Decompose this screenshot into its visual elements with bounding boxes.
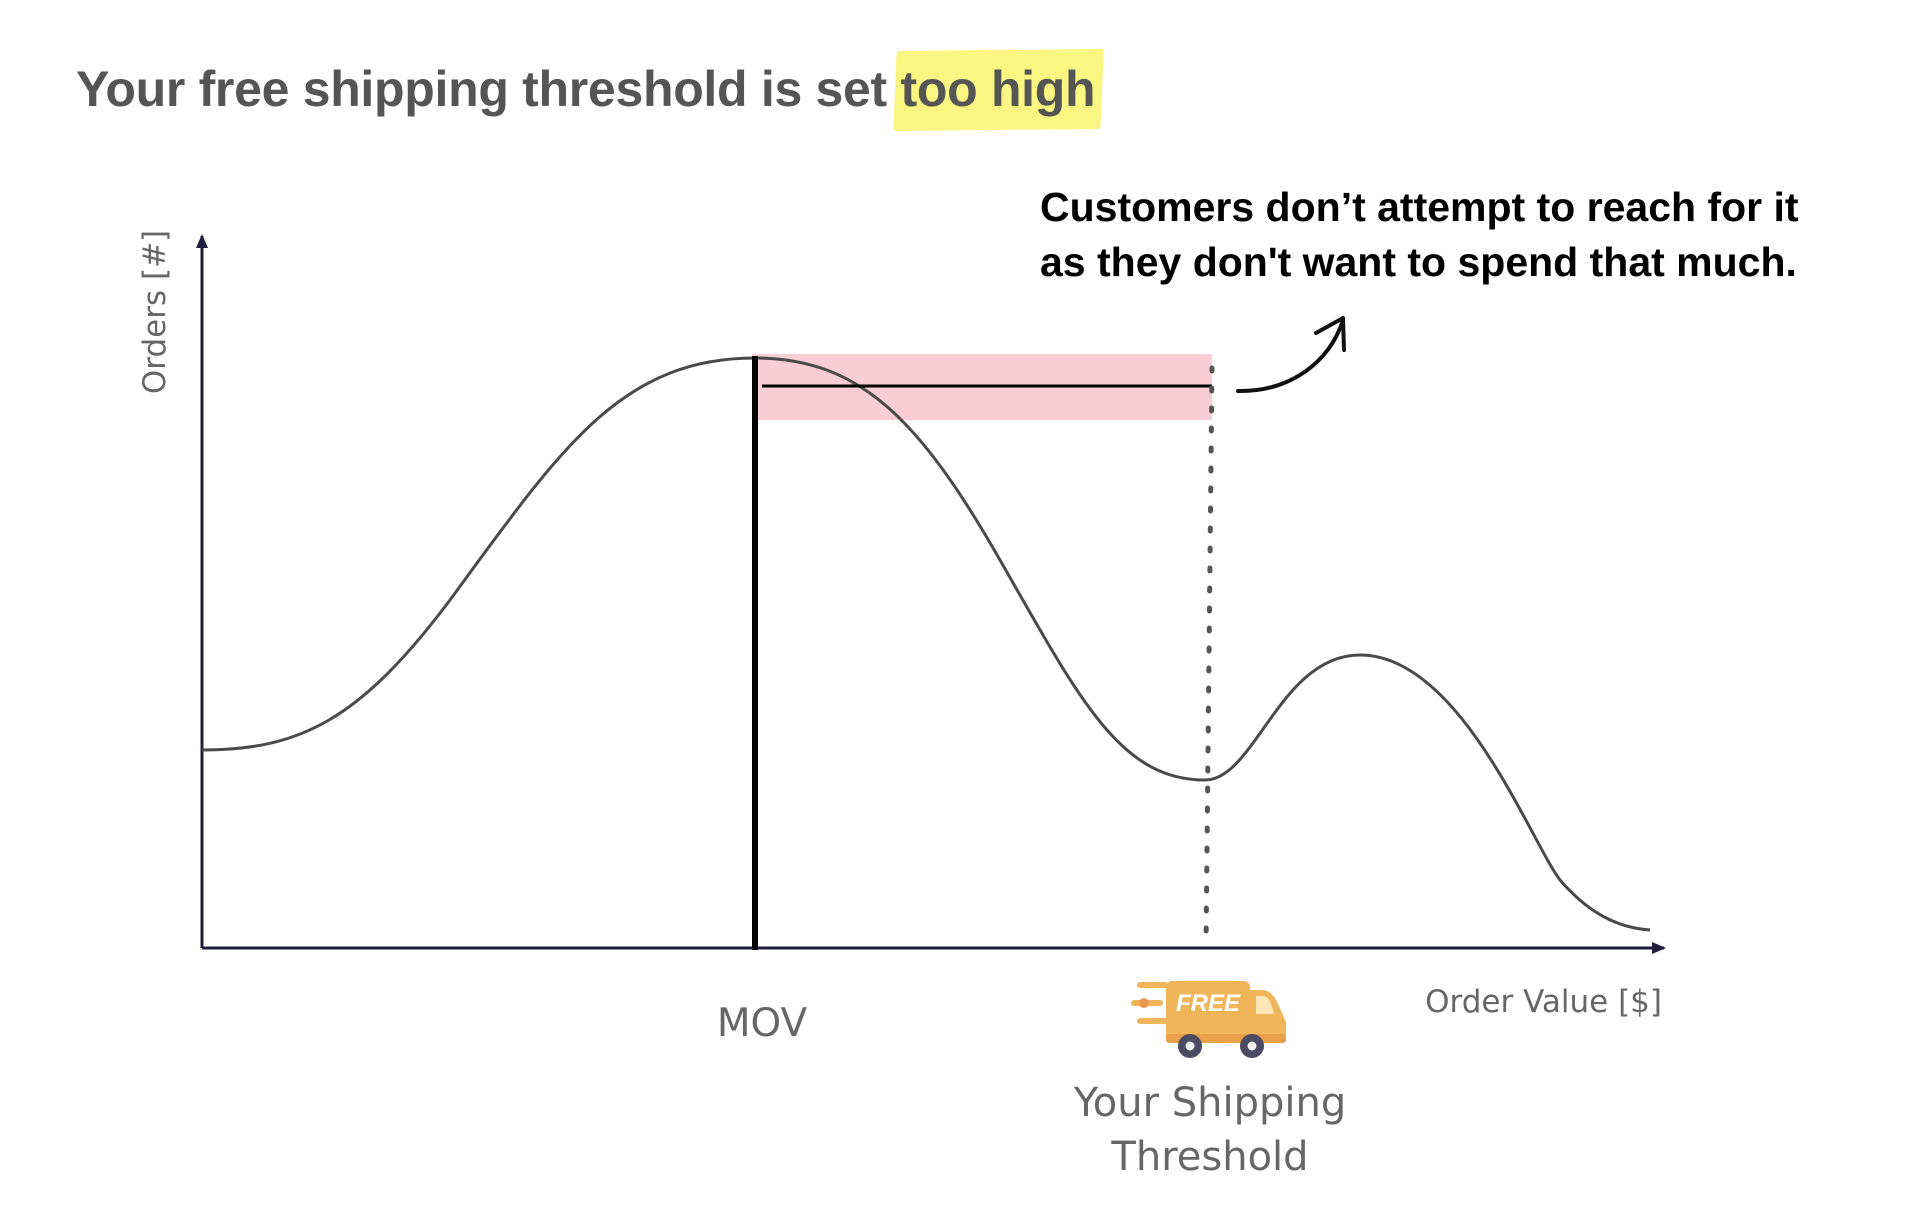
x-axis-label: Order Value [$] — [1425, 984, 1662, 1020]
callout-arrow-icon — [1236, 316, 1346, 394]
mov-label: MOV — [717, 1001, 808, 1046]
threshold-label-line-1: Your Shipping — [1073, 1080, 1347, 1126]
delivery-truck-icon: FREE — [1131, 981, 1286, 1058]
callout-line-2: as they don't want to spend that much. — [1040, 239, 1797, 285]
free-badge-text: FREE — [1176, 990, 1241, 1017]
threshold-line — [1203, 365, 1215, 949]
title-prefix: Your free shipping threshold is set — [76, 61, 901, 117]
callout-line-1: Customers don’t attempt to reach for it — [1040, 184, 1799, 230]
threshold-label-line-2: Threshold — [1110, 1134, 1308, 1180]
y-axis-label: Orders [#] — [137, 230, 173, 394]
title-highlight: too high — [900, 61, 1096, 117]
page-title: Your free shipping threshold is set too … — [76, 60, 1096, 118]
callout-text: Customers don’t attempt to reach for it … — [1040, 180, 1860, 290]
distribution-curve — [201, 356, 1651, 932]
